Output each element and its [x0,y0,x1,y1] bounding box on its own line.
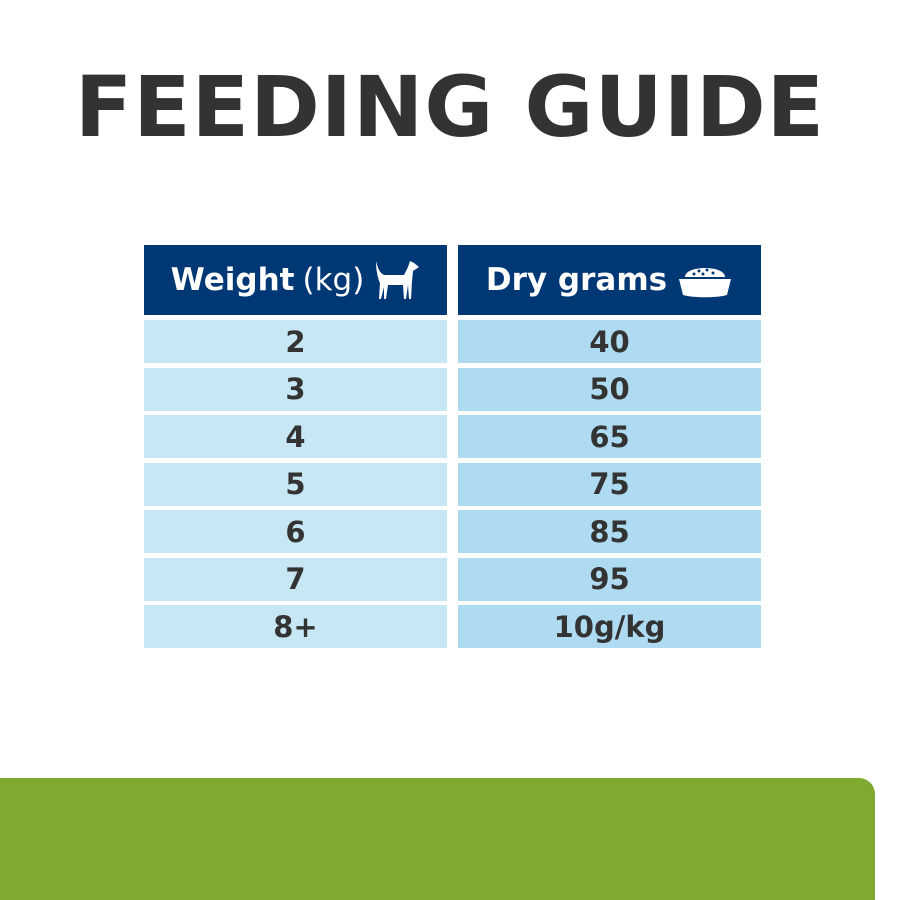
header-dry-grams: Dry grams [458,245,761,315]
cell-dry-grams: 95 [458,557,761,601]
cell-weight: 2 [144,320,447,363]
cell-weight: 5 [144,462,447,506]
cell-weight: 4 [144,415,447,458]
green-band [0,778,875,900]
cell-weight: 3 [144,367,447,411]
header-weight: Weight (kg) [144,245,447,315]
dog-icon [376,261,420,299]
cell-weight: 7 [144,557,447,601]
cell-dry-grams: 40 [458,320,761,363]
cell-weight: 6 [144,510,447,553]
cell-dry-grams: 10g/kg [458,605,761,648]
cell-dry-grams: 75 [458,462,761,506]
food-bowl-icon [679,268,732,298]
cell-dry-grams: 65 [458,415,761,458]
header-weight-unit: (kg) [302,262,365,298]
cell-dry-grams: 85 [458,510,761,553]
cell-dry-grams: 50 [458,367,761,411]
cell-weight: 8+ [144,605,447,648]
page-title: FEEDING GUIDE [74,58,826,156]
header-dry-label: Dry grams [485,262,668,298]
header-weight-label: Weight [170,262,295,298]
